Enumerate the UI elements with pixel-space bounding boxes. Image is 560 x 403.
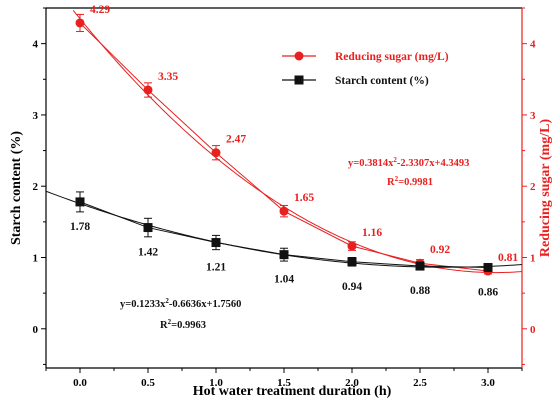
- right-y-tick-label: 0: [530, 324, 536, 336]
- legend-label-reducing-sugar: Reducing sugar (mg/L): [335, 51, 449, 63]
- starch-data-label: 1.04: [274, 274, 294, 286]
- legend-marker-reducing-sugar: [294, 51, 304, 61]
- left-y-axis-title: Starch content (%): [9, 131, 24, 245]
- reducing-sugar-point: [347, 241, 357, 251]
- eq-suffix: -2.3307x+4.3493: [397, 158, 469, 169]
- reducing-sugar-point: [75, 18, 85, 28]
- right-y-tick-label: 3: [530, 110, 536, 122]
- starch-point: [211, 238, 221, 248]
- right-y-tick-label: 1: [530, 253, 536, 265]
- x-tick-label: 1.0: [209, 377, 223, 389]
- right-y-axis-ticks: 0 1 2 3 4: [522, 7, 536, 365]
- x-tick-label: 2.0: [345, 377, 359, 389]
- reducing-sugar-data-label: 2.47: [226, 134, 246, 146]
- starch-data-label: 1.21: [206, 262, 226, 274]
- left-y-tick-label: 2: [33, 181, 39, 193]
- starch-point: [415, 261, 425, 271]
- left-y-tick-label: 3: [33, 110, 39, 122]
- reducing-sugar-point: [211, 148, 221, 158]
- starch-point: [279, 250, 289, 260]
- reducing-sugar-point: [143, 85, 153, 95]
- x-axis-ticks: 0.0 0.5 1.0 1.5 2.0 2.5 3.0: [45, 368, 523, 389]
- right-y-tick-label: 2: [530, 181, 536, 193]
- starch-data-label: 1.42: [138, 247, 158, 259]
- x-tick-label: 1.5: [277, 377, 291, 389]
- right-y-tick-label: 4: [530, 39, 536, 51]
- left-y-tick-label: 4: [33, 39, 39, 51]
- reducing-sugar-fit-equation: y=0.3814x2-2.3307x+4.3493: [348, 156, 469, 169]
- eq-exponent: 2: [393, 156, 397, 164]
- starch-data-label: 0.88: [410, 285, 430, 297]
- x-tick-label: 3.0: [481, 377, 495, 389]
- legend: Reducing sugar (mg/L) Starch content (%): [282, 51, 449, 87]
- starch-r-squared: R2=0.9963: [160, 318, 206, 331]
- x-tick-label: 0.5: [141, 377, 155, 389]
- legend-marker-starch: [294, 75, 304, 85]
- reducing-sugar-data-label: 0.92: [430, 244, 450, 256]
- starch-data-label: 0.86: [478, 286, 498, 298]
- starch-point: [347, 257, 357, 267]
- starch-point: [483, 262, 493, 272]
- x-tick-label: 2.5: [413, 377, 427, 389]
- right-y-axis-title: Reducing sugar (mg/L): [538, 119, 553, 258]
- reducing-sugar-data-label: 0.81: [498, 252, 518, 264]
- eq-prefix: y=0.3814x: [348, 158, 394, 169]
- reducing-sugar-data-label: 1.16: [362, 227, 382, 239]
- left-y-tick-label: 0: [33, 324, 39, 336]
- reducing-sugar-data-label: 1.65: [294, 192, 314, 204]
- starch-data-label: 0.94: [342, 281, 362, 293]
- reducing-sugar-equation: y=0.3814x2-2.3307x+4.3493 R2=0.9981: [348, 156, 469, 188]
- x-axis-title: Hot water treatment duration (h): [193, 384, 392, 399]
- left-y-tick-label: 1: [33, 253, 39, 265]
- data-markers: [75, 18, 493, 276]
- starch-point: [75, 197, 85, 207]
- reducing-sugar-data-label: 4.29: [90, 4, 110, 16]
- left-y-axis-ticks: 0 1 2 3 4: [33, 7, 46, 365]
- starch-fit-equation: y=0.1233x2-0.6636x+1.7560: [120, 297, 241, 310]
- reducing-sugar-r-squared: R2=0.9981: [387, 175, 433, 188]
- starch-point: [143, 223, 153, 233]
- data-labels: 4.29 3.35 2.47 1.65 1.16 0.92 0.81 1.78 1.42 1.21…: [70, 4, 518, 299]
- reducing-sugar-point: [279, 206, 289, 216]
- legend-label-starch: Starch content (%): [335, 75, 429, 87]
- reducing-sugar-data-label: 3.35: [158, 71, 178, 83]
- x-tick-label: 0.0: [73, 377, 87, 389]
- starch-data-label: 1.78: [70, 221, 90, 233]
- starch-equation: y=0.1233x2-0.6636x+1.7560 R2=0.9963: [120, 297, 241, 331]
